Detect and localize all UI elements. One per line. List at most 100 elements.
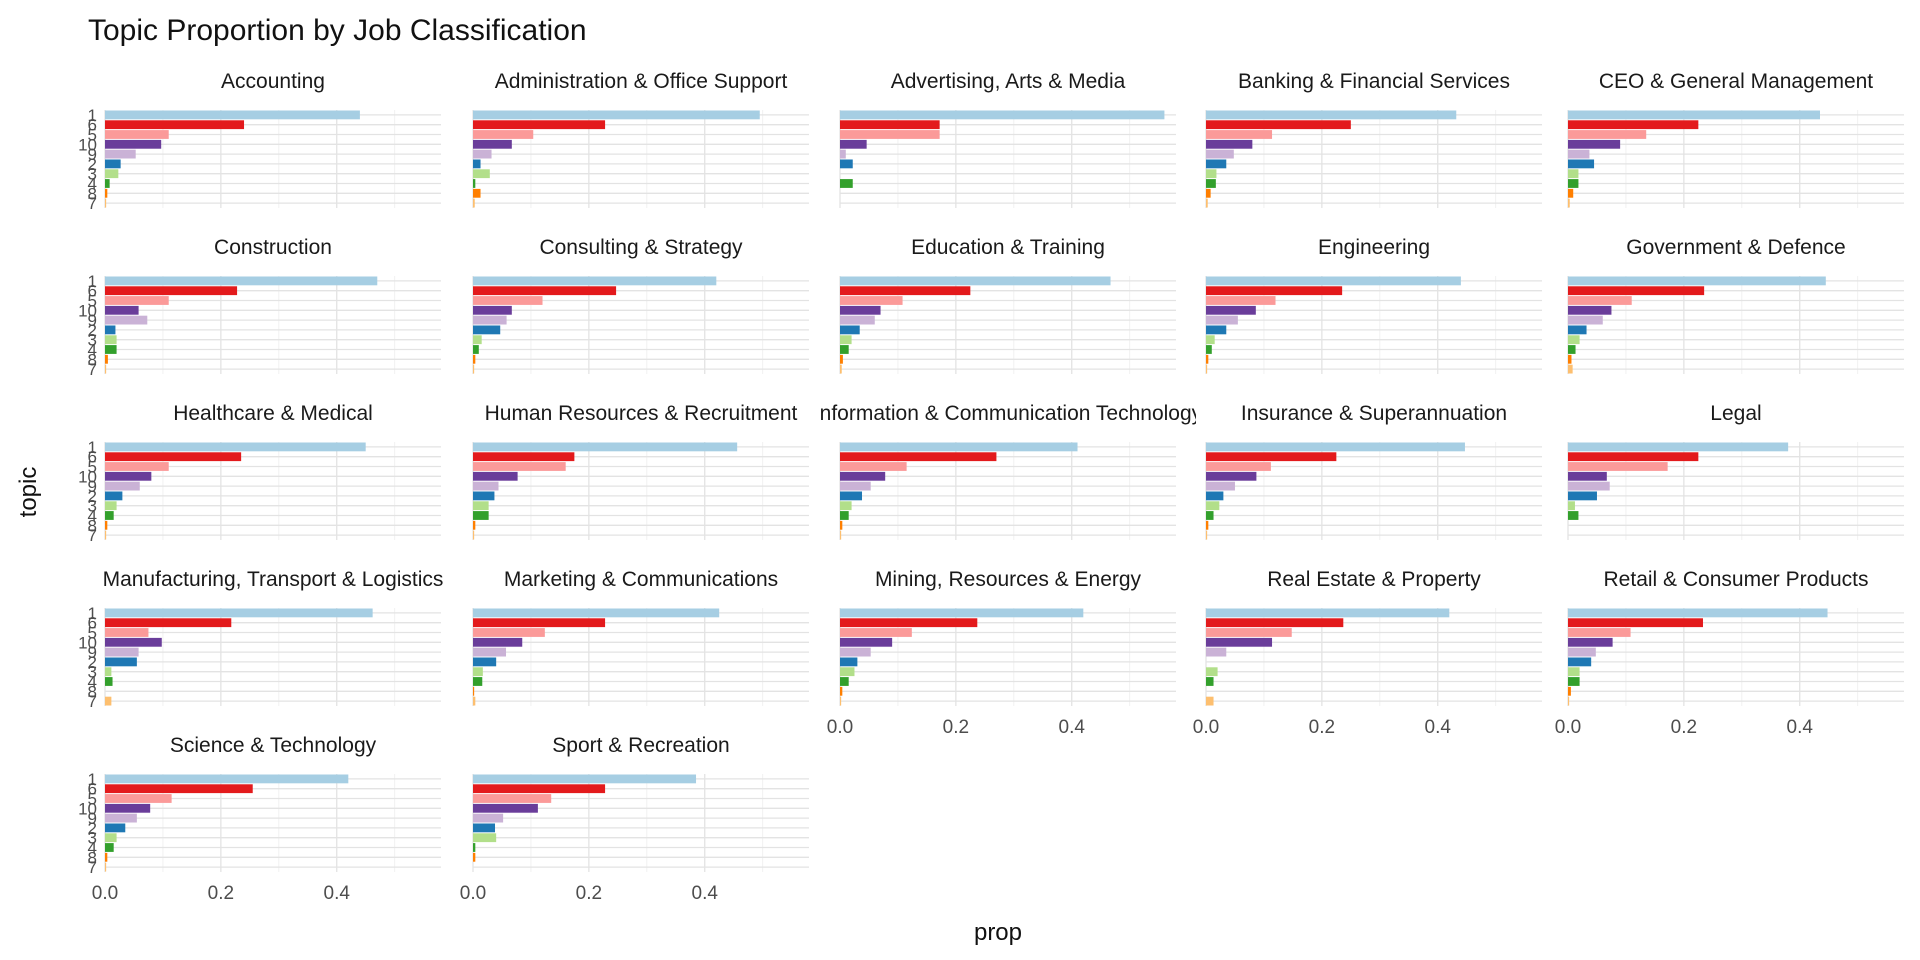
bar-topic-9 [1206, 481, 1235, 491]
x-tick-label: 0.2 [208, 883, 234, 904]
bar-topic-4 [840, 677, 849, 686]
bar-topic-10 [840, 471, 886, 481]
bar-topic-1 [1206, 110, 1457, 120]
bar-topic-9 [1568, 647, 1596, 657]
bar-topic-6 [105, 784, 253, 794]
x-tick-label: 0.0 [92, 883, 118, 904]
bar-topic-6 [473, 618, 606, 628]
facet-panel: Real Estate & Property 0.0 0.2 0.4 [1193, 568, 1542, 738]
facet-title: Education & Training [911, 236, 1105, 259]
bar-topic-3 [473, 501, 489, 511]
y-tick-label: 9 [88, 809, 97, 828]
facet-panel: Engineering [1205, 236, 1542, 374]
bar-topic-1 [105, 276, 378, 286]
bar-topic-3 [105, 833, 117, 843]
bar-topic-3 [1206, 169, 1217, 179]
bar-topic-1 [1206, 608, 1450, 618]
facet-title: Insurance & Superannuation [1241, 402, 1507, 425]
bar-topic-9 [1568, 315, 1603, 325]
facet-title: Government & Defence [1626, 236, 1845, 259]
bar-topic-2 [840, 657, 858, 667]
bar-topic-9 [105, 813, 137, 823]
bar-topic-7 [473, 364, 475, 374]
bar-topic-10 [1206, 139, 1253, 149]
bar-topic-7 [473, 696, 476, 706]
bar-topic-1 [473, 442, 738, 452]
bar-topic-2 [1206, 159, 1227, 169]
facet-panel: Legal [1567, 402, 1904, 540]
facet-title: Sport & Recreation [552, 734, 729, 757]
bar-topic-1 [1568, 608, 1828, 618]
bar-topic-2 [473, 491, 495, 501]
bar-topic-9 [105, 149, 136, 159]
bar-topic-3 [1568, 667, 1580, 677]
bar-topic-3 [1568, 335, 1580, 345]
bar-topic-2 [1568, 159, 1595, 169]
bar-topic-6 [105, 452, 242, 462]
facet-panel: Insurance & Superannuation [1205, 402, 1542, 540]
bar-topic-3 [105, 667, 112, 677]
bar-topic-9 [840, 481, 871, 491]
bar-topic-4 [473, 179, 476, 188]
bar-topic-9 [473, 149, 492, 159]
bar-topic-5 [473, 628, 545, 637]
y-tick-label: 8 [88, 682, 97, 701]
bar-topic-1 [105, 774, 349, 784]
y-tick-label: 7 [88, 526, 97, 545]
y-tick-label: 7 [88, 858, 97, 877]
bar-topic-6 [473, 784, 606, 794]
bar-topic-6 [1206, 452, 1337, 462]
bar-topic-10 [473, 139, 512, 149]
bar-topic-2 [473, 823, 496, 833]
bar-topic-9 [105, 481, 140, 491]
facet-title: Human Resources & Recruitment [485, 402, 798, 425]
facet-title: Retail & Consumer Products [1604, 568, 1869, 591]
chart-title: Topic Proportion by Job Classification [88, 14, 587, 47]
bar-topic-2 [473, 325, 501, 335]
bar-topic-5 [1206, 296, 1276, 305]
bar-topic-10 [473, 305, 512, 315]
bar-topic-8 [105, 852, 108, 862]
bar-topic-8 [473, 354, 476, 364]
bar-topic-8 [1206, 188, 1211, 198]
bar-topic-7 [1568, 696, 1570, 706]
facet-title: Construction [214, 236, 332, 259]
bar-topic-4 [105, 511, 114, 520]
bar-topic-6 [1206, 286, 1343, 296]
bar-topic-3 [105, 335, 117, 345]
bar-topic-3 [473, 833, 497, 843]
facet-panel: Mining, Resources & Energy 0.0 0.2 0.4 [827, 568, 1176, 738]
x-tick-label: 0.0 [460, 883, 486, 904]
bar-topic-10 [105, 803, 151, 813]
y-tick-label: 7 [88, 692, 97, 711]
facet-panel: Administration & Office Support [472, 70, 809, 208]
bar-topic-6 [1568, 286, 1705, 296]
bar-topic-3 [1206, 335, 1215, 345]
bar-topic-8 [840, 686, 843, 696]
bar-topic-2 [1206, 325, 1227, 335]
bar-topic-7 [1206, 364, 1208, 374]
facet-panel: Sport & Recreation 0.0 0.2 0.4 [460, 734, 809, 904]
bar-topic-7 [105, 862, 107, 872]
bar-topic-1 [1568, 276, 1826, 286]
facet-title: Banking & Financial Services [1238, 70, 1510, 93]
bar-topic-8 [1206, 520, 1209, 530]
bar-topic-1 [105, 608, 373, 618]
x-tick-label: 0.4 [324, 883, 351, 904]
y-tick-label: 5 [88, 292, 97, 311]
bar-topic-1 [473, 774, 697, 784]
bar-topic-2 [1206, 491, 1224, 501]
bar-topic-1 [840, 110, 1165, 120]
y-tick-label: 4 [88, 507, 97, 526]
bar-topic-6 [105, 286, 238, 296]
facet-panel: Marketing & Communications [472, 568, 809, 706]
bar-topic-3 [105, 169, 119, 179]
bar-topic-8 [473, 188, 481, 198]
y-tick-label: 1 [88, 770, 97, 789]
bar-topic-1 [473, 276, 717, 286]
bar-topic-10 [105, 471, 152, 481]
x-axis-label: prop [974, 919, 1022, 946]
bar-topic-7 [1568, 198, 1570, 208]
bar-topic-5 [1206, 462, 1271, 471]
